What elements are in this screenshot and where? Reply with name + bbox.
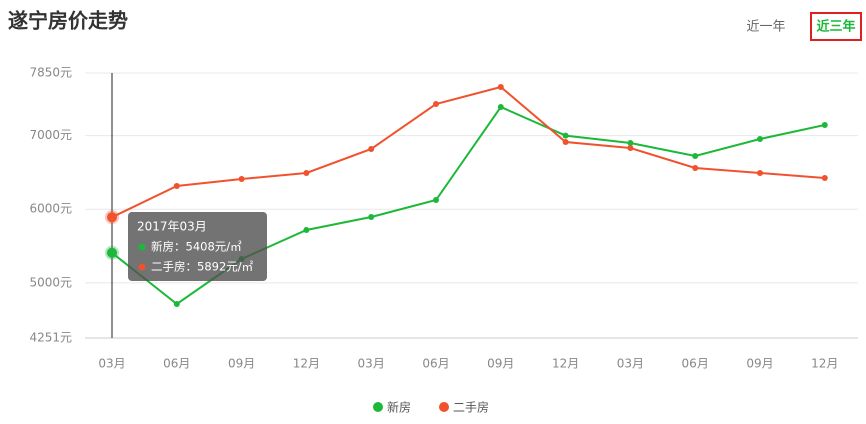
tooltip-box (128, 212, 267, 281)
point (107, 247, 117, 258)
point (821, 121, 828, 128)
point (821, 174, 828, 181)
tooltip-marker (138, 243, 146, 251)
point (757, 169, 763, 176)
point (238, 176, 245, 183)
point (433, 197, 439, 204)
point (497, 104, 504, 111)
point (497, 83, 504, 90)
x-tick-label: 12月 (293, 357, 320, 371)
x-tick-label: 06月 (682, 357, 709, 371)
point (173, 300, 180, 307)
x-tick-label: 12月 (811, 357, 838, 371)
line (111, 85, 825, 219)
y-tick-label: 4251元 (29, 331, 72, 345)
active-toggle-border (810, 12, 862, 41)
y-tick-label: 7850元 (29, 66, 72, 80)
point (303, 226, 310, 233)
x-tick-label: 03月 (98, 357, 125, 371)
point (562, 138, 569, 145)
x-tick-label: 06月 (163, 357, 190, 371)
legend-label: 新房 (387, 400, 411, 415)
legend-marker (373, 402, 383, 412)
range-toggle[interactable]: 近一年 (746, 20, 785, 35)
point (627, 140, 634, 147)
point (757, 135, 763, 142)
point (368, 214, 375, 221)
x-tick-label: 12月 (552, 357, 579, 371)
point (368, 145, 375, 152)
x-tick-label: 09月 (487, 357, 514, 371)
tooltip-line: 二手房：5892元/㎡ (151, 260, 254, 274)
chart-title: 遂宁房价走势 (8, 9, 128, 33)
y-tick-label: 7000元 (29, 128, 72, 142)
tooltip-marker (138, 263, 146, 271)
point (627, 145, 634, 152)
x-tick-label: 03月 (617, 357, 644, 371)
legend-marker (439, 402, 449, 412)
legend-label: 二手房 (453, 400, 489, 415)
point (433, 100, 439, 107)
tooltip-line: 新房：5408元/㎡ (151, 240, 242, 254)
point (173, 183, 180, 190)
point (107, 212, 117, 223)
x-tick-label: 09月 (228, 357, 255, 371)
x-tick-label: 03月 (358, 357, 385, 371)
point (562, 132, 569, 139)
point (692, 164, 699, 171)
point (303, 169, 310, 176)
point (692, 152, 699, 159)
x-tick-label: 09月 (746, 357, 773, 371)
y-tick-label: 6000元 (29, 202, 72, 216)
range-toggle-active[interactable]: 近三年 (816, 19, 855, 35)
x-tick-label: 06月 (422, 357, 449, 371)
tooltip-title: 2017年03月 (137, 220, 207, 234)
y-tick-label: 5000元 (29, 275, 72, 289)
